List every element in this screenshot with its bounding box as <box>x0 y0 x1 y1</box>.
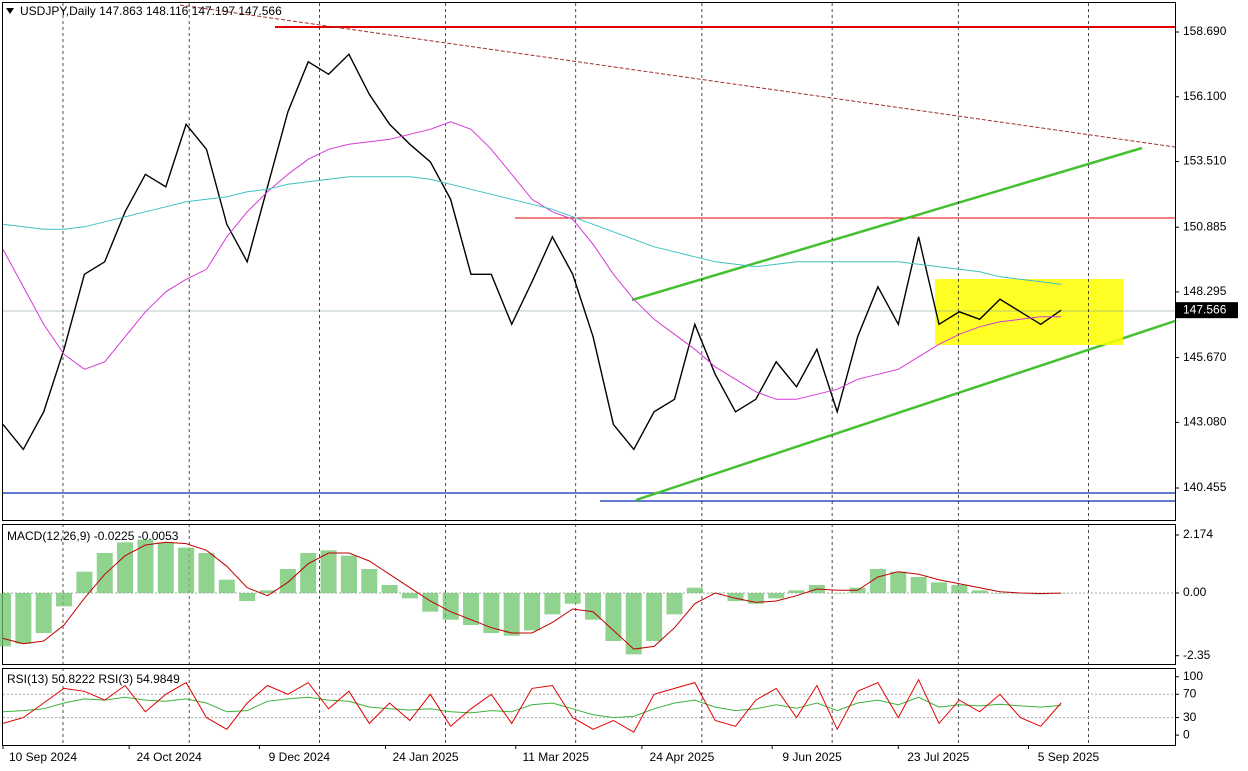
histogram-bar <box>117 542 134 594</box>
histogram-bar <box>564 593 581 604</box>
y-tick-label: 156.100 <box>1183 89 1227 103</box>
series-line <box>2 176 1062 285</box>
histogram-bar <box>910 577 927 594</box>
histogram-bar <box>300 552 317 594</box>
y-tick-label: 0 <box>1183 727 1190 741</box>
y-tick-label: 0.00 <box>1183 585 1207 599</box>
histogram-bar <box>178 547 195 594</box>
histogram-bar <box>585 593 602 620</box>
y-tick-label: -2.35 <box>1183 648 1211 662</box>
y-tick-label: 2.174 <box>1183 527 1213 541</box>
series-line <box>2 678 1062 733</box>
x-tick-label: 11 Mar 2025 <box>523 750 590 764</box>
x-tick-label: 24 Apr 2025 <box>650 750 715 764</box>
y-tick-label: 100 <box>1183 669 1203 683</box>
trend-line <box>179 4 1176 148</box>
histogram-bar <box>340 555 357 594</box>
channel-lower <box>635 319 1176 502</box>
histogram-bar <box>971 590 988 594</box>
histogram-bar <box>239 593 256 602</box>
histogram-bar <box>666 593 683 615</box>
current-price-label: 147.566 <box>1183 302 1227 316</box>
x-tick-label: 9 Dec 2024 <box>269 750 331 764</box>
series-line <box>2 121 1062 400</box>
histogram-bar <box>951 585 968 594</box>
histogram-bar <box>788 590 805 594</box>
histogram-bar <box>605 593 622 642</box>
histogram-bar <box>381 585 398 594</box>
histogram-bar <box>686 587 703 594</box>
histogram-bar <box>646 593 663 642</box>
histogram-bar <box>869 568 886 594</box>
histogram-bar <box>503 593 520 636</box>
histogram-bar <box>890 571 907 594</box>
y-tick-label: 140.455 <box>1183 480 1227 494</box>
histogram-bar <box>747 593 764 604</box>
histogram-bar <box>442 593 459 620</box>
histogram-bar <box>198 552 215 594</box>
histogram-bar <box>0 593 11 647</box>
x-tick-label: 10 Sep 2024 <box>9 750 77 764</box>
histogram-bar <box>35 593 52 634</box>
y-tick-label: 70 <box>1183 686 1197 700</box>
histogram-bar <box>401 593 418 599</box>
histogram-bar <box>320 550 337 594</box>
x-tick-label: 5 Sep 2025 <box>1038 750 1100 764</box>
x-tick-label: 23 Jul 2025 <box>907 750 969 764</box>
histogram-bar <box>483 593 500 634</box>
histogram-bar <box>137 539 154 594</box>
y-tick-label: 143.080 <box>1183 415 1227 429</box>
histogram-bar <box>15 593 32 644</box>
y-tick-label: 158.690 <box>1183 24 1227 38</box>
y-tick-label: 145.670 <box>1183 350 1227 364</box>
rsi-panel <box>2 668 1176 746</box>
histogram-bar <box>218 579 235 594</box>
histogram-bar <box>56 593 73 607</box>
chart-title: USDJPY,Daily 147.863 148.116 147.197 147… <box>20 4 282 18</box>
y-tick-label: 30 <box>1183 710 1197 724</box>
series-line <box>2 541 1062 650</box>
price-panel <box>2 2 1176 521</box>
y-tick-label: 150.885 <box>1183 219 1227 233</box>
histogram-bar <box>422 593 439 612</box>
histogram-bar <box>76 571 93 594</box>
histogram-bar <box>829 593 846 594</box>
histogram-bar <box>930 582 947 594</box>
histogram-bar <box>524 593 541 631</box>
histogram-bar <box>279 568 296 594</box>
histogram-bar <box>544 593 561 615</box>
histogram-bar <box>992 593 1009 594</box>
series-line <box>2 696 1062 719</box>
macd-title: MACD(12,26,9) -0.0225 -0.0053 <box>7 529 179 543</box>
series-line <box>2 53 1062 451</box>
y-tick-label: 153.510 <box>1183 154 1227 168</box>
current-price-box <box>1176 302 1238 319</box>
histogram-bar <box>727 593 744 602</box>
histogram-bar <box>768 593 785 599</box>
x-tick-label: 24 Oct 2024 <box>136 750 202 764</box>
histogram-bar <box>96 552 113 594</box>
range-box <box>935 279 1123 345</box>
rsi-title: RSI(13) 50.8222 RSI(3) 54.9849 <box>7 672 180 686</box>
histogram-bar <box>259 590 276 594</box>
x-tick-label: 24 Jan 2025 <box>392 750 458 764</box>
menu-triangle[interactable] <box>6 8 14 14</box>
x-tick-label: 9 Jun 2025 <box>782 750 842 764</box>
histogram-bar <box>625 593 642 655</box>
histogram-bar <box>157 542 174 594</box>
drawings <box>3 3 1176 520</box>
histogram-bar <box>462 593 479 626</box>
channel-upper <box>631 146 1143 302</box>
histogram-bar <box>361 568 378 594</box>
y-tick-label: 148.295 <box>1183 284 1227 298</box>
